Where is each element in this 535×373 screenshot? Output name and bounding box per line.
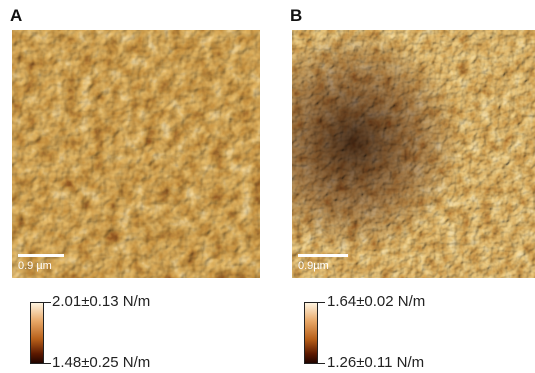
panel-b-colorbar-min-label: 1.26±0.11 N/m <box>327 354 425 371</box>
panel-a-afm-image: 0.9 µm <box>12 30 260 278</box>
panel-a-colorbar-min-tick <box>44 363 51 364</box>
panel-b-scale-bar <box>298 254 348 257</box>
panel-b-afm-image: 0.9µm <box>292 30 535 278</box>
panel-a-colorbar-max-label: 2.01±0.13 N/m <box>52 293 151 310</box>
panel-a-scale-bar-label: 0.9 µm <box>18 260 52 272</box>
panel-a-letter: A <box>10 6 23 25</box>
panel-b-scale-bar-label: 0.9µm <box>298 260 329 272</box>
panel-b-letter: B <box>290 6 303 25</box>
panel-b-colorbar-max-label: 1.64±0.02 N/m <box>327 293 426 310</box>
panel-a-colorbar-min-label: 1.48±0.25 N/m <box>52 354 151 371</box>
panel-a-colorbar <box>30 302 44 364</box>
panel-a-colorbar-max-tick <box>44 302 51 303</box>
panel-b-colorbar-max-tick <box>318 302 325 303</box>
panel-a-scale-bar <box>18 254 64 257</box>
panel-b-colorbar-min-tick <box>318 363 325 364</box>
panel-b-colorbar <box>304 302 318 364</box>
